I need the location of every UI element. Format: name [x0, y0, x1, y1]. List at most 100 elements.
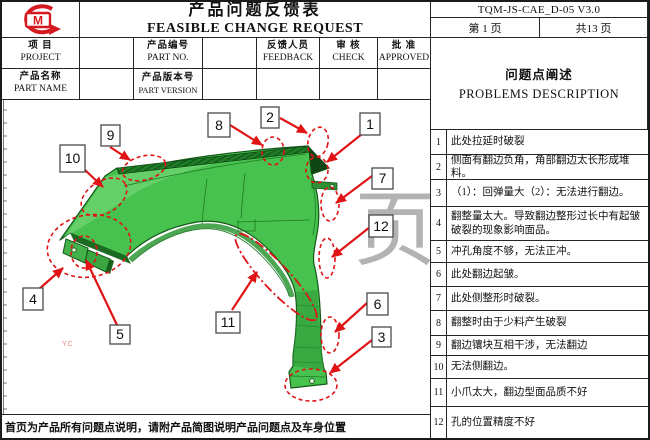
problem-ellipse-2 [306, 126, 330, 158]
signature-yc: YC [62, 341, 74, 348]
problem-row: 11 小爪太大，翻边型面品质不好 [431, 379, 648, 407]
field-feedback-label: 反馈人员 FEEDBACK [257, 38, 320, 69]
callout-box-7: 7 [371, 167, 394, 190]
fender-annotated-view: 1 2 8 9 10 7 12 6 3 4 5 11 YC [3, 100, 394, 414]
field-feedback-value [257, 69, 320, 100]
tab-shade [106, 259, 114, 274]
callout-box-8: 8 [207, 112, 231, 138]
problems-panel-header: 问题点阐述 PROBLEMS DESCRIPTION [431, 38, 648, 130]
callout-box-4: 4 [22, 287, 44, 311]
problem-ellipse-9 [121, 154, 167, 182]
svg-text:7: 7 [379, 170, 387, 186]
tab-hole [71, 247, 77, 253]
arrow-12 [331, 226, 371, 258]
callout-box-9: 9 [100, 124, 121, 147]
arrow-11 [231, 271, 258, 311]
fender-cad-model [59, 145, 338, 389]
svg-text:M: M [33, 13, 43, 27]
svg-text:1: 1 [366, 116, 374, 132]
arrow-3 [329, 339, 373, 374]
arrow-1 [326, 133, 363, 163]
arrow-2 [279, 117, 308, 134]
problem-ellipse-8 [261, 136, 285, 166]
arrow-6 [334, 302, 368, 333]
callout-boxes: 1 2 8 9 10 7 12 6 3 4 5 11 [22, 106, 394, 348]
nose-flange [70, 233, 131, 264]
problem-row: 5 冲孔角度不够，无法正冲。 [431, 241, 648, 263]
viewport-ruler [3, 100, 7, 414]
svg-text:11: 11 [221, 314, 236, 330]
field-part-name-value [80, 69, 134, 100]
svg-text:6: 6 [374, 296, 382, 312]
field-approved-label: 批 准 APPROVED [378, 38, 431, 69]
svg-text:2: 2 [266, 109, 274, 125]
problem-row: 3 （1）：回弹量大（2）：无法进行翻边。 [431, 180, 648, 207]
problem-row: 1 此处拉延时破裂 [431, 130, 648, 155]
callout-box-5: 5 [109, 324, 131, 345]
problem-row: 10 无法侧翻边。 [431, 356, 648, 379]
problem-row: 4 翻整量太大。导致翻边整形过长中有起皱破裂的现象影响面品。 [431, 207, 648, 241]
problem-ellipse-5 [70, 235, 98, 269]
doc-number: TQM-JS-CAE_D-05 V3.0 [431, 2, 648, 18]
callout-box-3: 3 [371, 326, 392, 348]
problem-ellipse-3 [284, 368, 338, 402]
field-check-label: 审 核 CHECK [320, 38, 378, 69]
callout-box-12: 12 [368, 214, 394, 238]
a-pillar-flange [308, 146, 329, 174]
callout-box-10: 10 [59, 144, 86, 173]
problem-row: 7 此处侧整形时破裂。 [431, 287, 648, 311]
form-title: 产品问题反馈表 FEASIBLE CHANGE REQUEST [80, 2, 431, 38]
logo-arrow-icon [48, 23, 61, 35]
field-part-no-value [203, 38, 257, 69]
field-part-version-label: 产品版本号 PART VERSION [134, 69, 203, 100]
arrow-9 [109, 146, 131, 161]
problems-table: 1 此处拉延时破裂 2 侧面有翻边负角，角部翻边太长形成堆料。 3 （1）：回弹量大（… [431, 130, 648, 438]
wheel-arch-flange [128, 223, 295, 298]
leg-shading [293, 290, 324, 370]
form-title-cn: 产品问题反馈表 [188, 2, 322, 20]
logo-cell: M [2, 2, 80, 38]
arrow-8 [229, 124, 263, 146]
tqm-logo: M [23, 3, 61, 35]
callout-box-6: 6 [366, 292, 389, 316]
problem-row: 6 此处翻边起皱。 [431, 263, 648, 287]
arrow-4 [37, 267, 64, 291]
problem-row: 2 侧面有翻边负角，角部翻边太长形成堆料。 [431, 155, 648, 180]
page-current: 第 1 页 [431, 18, 540, 38]
svg-text:10: 10 [65, 150, 81, 166]
callout-box-11: 11 [215, 311, 241, 334]
field-part-version-value [203, 69, 257, 100]
svg-text:9: 9 [107, 127, 115, 143]
svg-text:5: 5 [116, 326, 124, 342]
form-title-en: FEASIBLE CHANGE REQUEST [146, 20, 364, 36]
arrow-5 [85, 259, 118, 326]
svg-text:12: 12 [373, 218, 389, 234]
svg-text:3: 3 [378, 329, 386, 345]
problem-ellipse-11 [234, 232, 318, 322]
foot-hole [309, 378, 315, 384]
field-project-label: 项 目 PROJECT [2, 38, 80, 69]
arrow-7 [335, 175, 373, 204]
callout-box-2: 2 [260, 106, 280, 129]
field-check-value [320, 69, 378, 100]
svg-text:8: 8 [215, 117, 223, 133]
field-part-name-label: 产品名称 PART NAME [2, 69, 80, 100]
problem-row: 9 翻边镶块互相干涉，无法翻边 [431, 336, 648, 356]
field-project-value [80, 38, 134, 69]
fender-drawing-area: 页 [2, 100, 431, 415]
problem-ellipse-12 [318, 237, 336, 279]
arrow-10 [84, 169, 104, 188]
callout-box-1: 1 [359, 112, 381, 136]
problem-markers: 1 2 8 9 10 7 12 6 3 4 5 11 YC [22, 106, 394, 402]
problem-row: 12 孔的位置精度不好 [431, 407, 648, 438]
problem-ellipse-6 [320, 316, 340, 354]
problem-ellipse-10 [80, 177, 128, 217]
callout-arrows [37, 117, 373, 374]
svg-text:4: 4 [29, 291, 37, 307]
field-approved-value [378, 69, 431, 100]
page-total: 共13 页 [540, 18, 648, 38]
wheel-arch-line [131, 228, 290, 297]
footer-note: 首页为产品所有问题点说明，请附产品简图说明产品问题点及车身位置 [2, 415, 431, 438]
problem-ellipse-7 [320, 186, 340, 222]
